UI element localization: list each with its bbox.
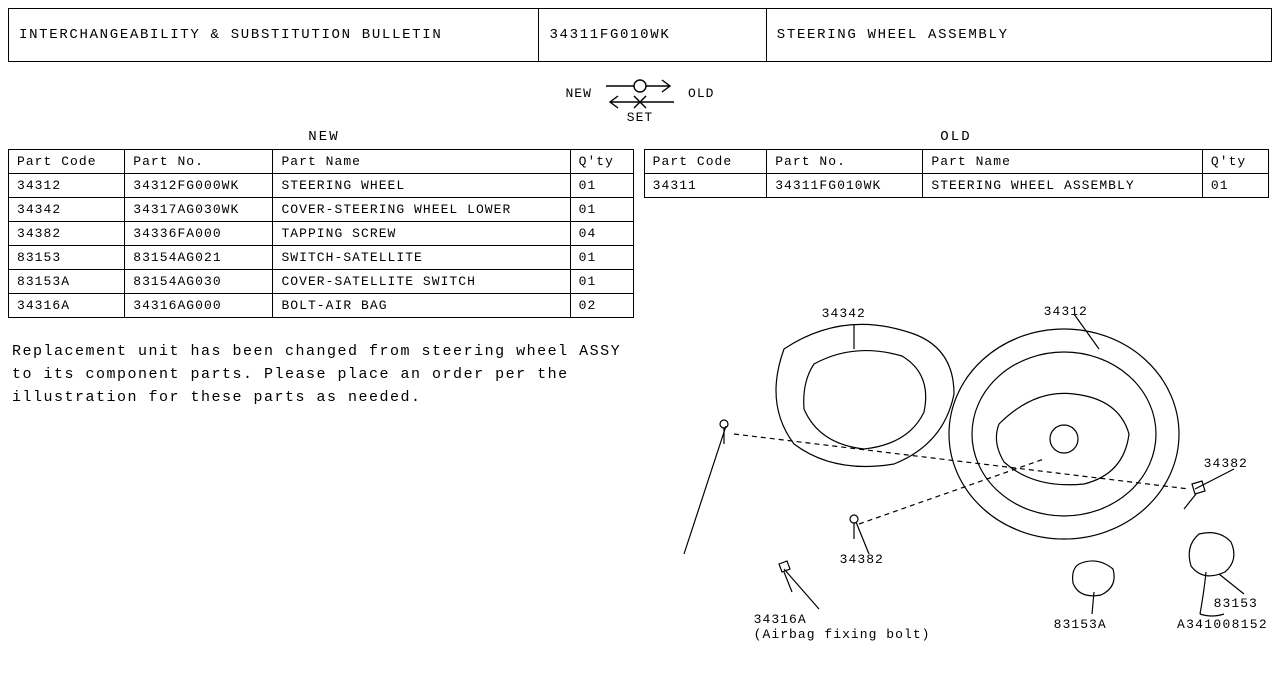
callout-34382-right: 34382	[1204, 456, 1248, 471]
col-code: Part Code	[644, 149, 767, 173]
cell-qty: 01	[570, 173, 633, 197]
cell-code: 34382	[9, 221, 125, 245]
col-qty: Q'ty	[570, 149, 633, 173]
cell-code: 34312	[9, 173, 125, 197]
cell-qty: 01	[570, 269, 633, 293]
header-partno: 34311FG010WK	[539, 9, 766, 62]
col-qty: Q'ty	[1202, 149, 1268, 173]
cell-no: 83154AG021	[125, 245, 273, 269]
cell-no: 34316AG000	[125, 293, 273, 317]
cell-code: 34342	[9, 197, 125, 221]
table-row: 3434234317AG030WKCOVER-STEERING WHEEL LO…	[9, 197, 634, 221]
col-no: Part No.	[767, 149, 923, 173]
callout-34316a-line1: 34316A	[754, 612, 807, 627]
old-parts-table: Part Code Part No. Part Name Q'ty 343113…	[644, 149, 1270, 198]
cell-qty: 02	[570, 293, 633, 317]
header-partname: STEERING WHEEL ASSEMBLY	[766, 9, 1271, 62]
cell-name: TAPPING SCREW	[273, 221, 570, 245]
table-row: 83153A83154AG030COVER-SATELLITE SWITCH01	[9, 269, 634, 293]
arrows-old: OLD	[688, 86, 715, 103]
callout-83153: 83153	[1214, 596, 1258, 611]
cell-name: BOLT-AIR BAG	[273, 293, 570, 317]
cell-qty: 04	[570, 221, 633, 245]
col-name: Part Name	[923, 149, 1203, 173]
replacement-note: Replacement unit has been changed from s…	[8, 334, 634, 674]
header-bulletin: INTERCHANGEABILITY & SUBSTITUTION BULLET…	[9, 9, 539, 62]
section-new-label: NEW	[8, 129, 640, 145]
cell-no: 83154AG030	[125, 269, 273, 293]
cell-qty: 01	[570, 197, 633, 221]
cell-no: 34336FA000	[125, 221, 273, 245]
cell-no: 34317AG030WK	[125, 197, 273, 221]
cell-code: 34311	[644, 173, 767, 197]
cell-name: STEERING WHEEL ASSEMBLY	[923, 173, 1203, 197]
tables-row: Part Code Part No. Part Name Q'ty 343123…	[8, 149, 1272, 318]
below-row: Replacement unit has been changed from s…	[8, 334, 1272, 674]
callout-34312: 34312	[1044, 304, 1088, 319]
arrows-new: NEW	[565, 86, 592, 103]
cell-no: 34312FG000WK	[125, 173, 273, 197]
callout-34316a: 34316A (Airbag fixing bolt)	[754, 612, 931, 642]
cell-name: COVER-SATELLITE SWITCH	[273, 269, 570, 293]
col-code: Part Code	[9, 149, 125, 173]
arrows-block: NEW OLD SET	[8, 76, 1272, 127]
arrows-set: SET	[8, 110, 1272, 127]
steering-wheel-diagram	[644, 294, 1264, 634]
header-table: INTERCHANGEABILITY & SUBSTITUTION BULLET…	[8, 8, 1272, 62]
table-row: 3431234312FG000WKSTEERING WHEEL01	[9, 173, 634, 197]
callout-34382-mid: 34382	[840, 552, 884, 567]
col-no: Part No.	[125, 149, 273, 173]
col-name: Part Name	[273, 149, 570, 173]
cell-code: 83153A	[9, 269, 125, 293]
callout-83153a: 83153A	[1054, 617, 1107, 632]
cell-qty: 01	[1202, 173, 1268, 197]
callout-34342: 34342	[822, 306, 866, 321]
table-row: 3438234336FA000TAPPING SCREW04	[9, 221, 634, 245]
cell-code: 34316A	[9, 293, 125, 317]
cell-code: 83153	[9, 245, 125, 269]
new-parts-table: Part Code Part No. Part Name Q'ty 343123…	[8, 149, 634, 318]
cell-name: SWITCH-SATELLITE	[273, 245, 570, 269]
cell-name: COVER-STEERING WHEEL LOWER	[273, 197, 570, 221]
interchange-arrows-icon	[598, 76, 682, 112]
table-row: 34316A34316AG000BOLT-AIR BAG02	[9, 293, 634, 317]
table-row: 3431134311FG010WKSTEERING WHEEL ASSEMBLY…	[644, 173, 1269, 197]
cell-no: 34311FG010WK	[767, 173, 923, 197]
table-row: 8315383154AG021SWITCH-SATELLITE01	[9, 245, 634, 269]
section-old-label: OLD	[640, 129, 1272, 145]
document-id: A341008152	[1177, 617, 1268, 632]
cell-name: STEERING WHEEL	[273, 173, 570, 197]
section-labels: NEW OLD	[8, 129, 1272, 145]
cell-qty: 01	[570, 245, 633, 269]
